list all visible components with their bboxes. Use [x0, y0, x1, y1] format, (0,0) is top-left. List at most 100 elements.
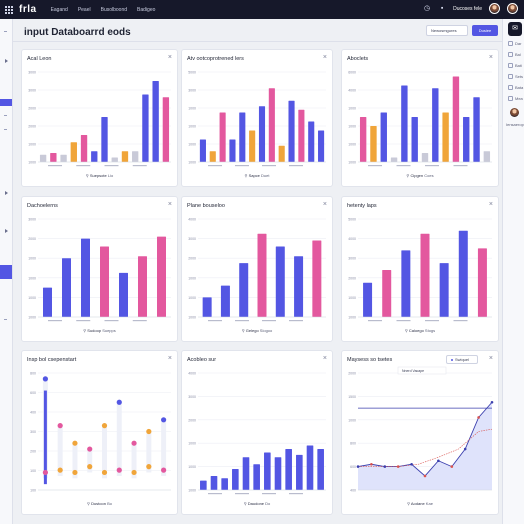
close-icon[interactable]: ×	[488, 355, 493, 362]
chart-bar[interactable]	[278, 145, 285, 162]
chart-bar[interactable]	[257, 233, 267, 317]
chart-bar[interactable]	[121, 151, 129, 162]
chart-bar[interactable]	[318, 130, 325, 163]
chart-bar[interactable]	[81, 238, 90, 317]
avatar[interactable]	[510, 108, 519, 117]
chart-bar[interactable]	[39, 154, 47, 162]
chart-bar[interactable]	[232, 468, 239, 490]
chart-bar[interactable]	[370, 126, 377, 162]
chart-bar[interactable]	[50, 153, 57, 162]
chart-bar[interactable]	[264, 452, 271, 490]
chart-bar[interactable]	[249, 130, 256, 163]
chart-bar[interactable]	[162, 97, 170, 162]
chart-point[interactable]	[423, 474, 427, 478]
chart-bar[interactable]	[442, 112, 449, 163]
nav-item[interactable]: Eagand	[50, 6, 68, 13]
chart-point[interactable]	[87, 464, 93, 470]
chart-point[interactable]	[131, 440, 137, 446]
chart-point[interactable]	[72, 440, 78, 446]
sidebar-item[interactable]	[4, 319, 7, 320]
close-icon[interactable]: ×	[322, 355, 327, 362]
status-label[interactable]: Ducoses fele	[453, 5, 482, 12]
chart-bar[interactable]	[274, 457, 282, 490]
chart-bar[interactable]	[101, 117, 108, 162]
chart-bar[interactable]	[308, 121, 315, 163]
chart-bar[interactable]	[306, 445, 314, 490]
chart-bar[interactable]	[458, 230, 468, 317]
chart-point[interactable]	[437, 459, 440, 463]
chart-bar[interactable]	[202, 297, 212, 317]
close-icon[interactable]: ×	[322, 201, 327, 208]
nav-item[interactable]: Peael	[77, 6, 91, 13]
brand-logo[interactable]: frla	[19, 4, 37, 15]
chart-point[interactable]	[42, 376, 48, 382]
chart-point[interactable]	[490, 400, 494, 404]
chart-point[interactable]	[116, 399, 122, 405]
nav-item[interactable]: Busolboond	[100, 6, 128, 13]
panel-item[interactable]: Dar	[508, 41, 521, 46]
filter-icon[interactable]: ⚲	[407, 501, 411, 506]
chart-bar[interactable]	[473, 97, 480, 162]
close-icon[interactable]: ×	[167, 355, 172, 362]
chart-bar[interactable]	[258, 106, 266, 162]
chart-bar[interactable]	[390, 157, 398, 163]
chart-bar[interactable]	[288, 100, 295, 162]
chart-bar[interactable]	[380, 112, 387, 163]
close-icon[interactable]: ×	[488, 201, 493, 208]
chart-point[interactable]	[72, 469, 78, 476]
close-icon[interactable]: ×	[322, 54, 327, 61]
chart-bar[interactable]	[401, 85, 408, 163]
chart-bar[interactable]	[220, 285, 230, 317]
chart-bar[interactable]	[296, 454, 303, 490]
close-icon[interactable]: ×	[167, 201, 172, 208]
chart-bar[interactable]	[43, 390, 47, 485]
chart-bar[interactable]	[119, 272, 128, 317]
chart-bar[interactable]	[199, 139, 206, 163]
chart-bar[interactable]	[221, 478, 228, 490]
chart-bar[interactable]	[452, 76, 460, 163]
chart-bar[interactable]	[91, 151, 98, 162]
nav-item[interactable]: Badigeo	[137, 6, 156, 13]
chevron-right-icon[interactable]	[5, 59, 8, 63]
chart-point[interactable]	[146, 464, 152, 470]
message-icon[interactable]: ✉	[508, 22, 522, 36]
filter-icon[interactable]: ⚲	[243, 501, 248, 506]
chart-bar[interactable]	[298, 109, 305, 162]
chart-point[interactable]	[101, 423, 108, 429]
filter-select[interactable]: Newosmgures	[426, 25, 468, 36]
filter-icon[interactable]: ⚲	[406, 173, 411, 178]
chart-bar[interactable]	[200, 480, 207, 490]
chart-point[interactable]	[463, 447, 467, 451]
chart-point[interactable]	[57, 467, 63, 473]
chart-bar[interactable]	[359, 117, 367, 162]
chart-bar[interactable]	[209, 151, 216, 162]
chart-bar[interactable]	[275, 246, 285, 317]
filter-icon[interactable]: ⚲	[404, 328, 409, 333]
chart-bar[interactable]	[239, 112, 246, 163]
app-grid-icon[interactable]	[5, 5, 13, 14]
panel-item[interactable]: Bati	[508, 63, 522, 68]
chart-point[interactable]	[477, 416, 480, 419]
chart-bar[interactable]	[242, 457, 250, 490]
chart-bar[interactable]	[62, 258, 71, 317]
chart-bar[interactable]	[70, 142, 77, 162]
chart-bar[interactable]	[317, 449, 324, 490]
avatar[interactable]	[489, 3, 500, 14]
chart-bar[interactable]	[253, 464, 260, 490]
filter-icon[interactable]: ⚲	[83, 328, 88, 333]
close-icon[interactable]: ×	[167, 54, 172, 61]
bell-icon[interactable]: ▪	[440, 4, 444, 12]
close-icon[interactable]: ×	[488, 54, 493, 61]
filter-icon[interactable]: ⚲	[244, 173, 249, 178]
chart-bar[interactable]	[463, 117, 470, 162]
sidebar-item-active[interactable]	[0, 99, 12, 106]
chart-bar[interactable]	[157, 236, 166, 317]
chart-bar[interactable]	[268, 88, 275, 162]
chart-bar[interactable]	[439, 263, 449, 317]
panel-item[interactable]: Sets	[508, 74, 523, 79]
primary-action-button[interactable]: Dusiee	[472, 25, 498, 36]
panel-item[interactable]: Bata	[508, 85, 523, 90]
chart-bar[interactable]	[363, 282, 373, 317]
chart-bar[interactable]	[421, 153, 429, 162]
chart-bar[interactable]	[60, 154, 67, 162]
